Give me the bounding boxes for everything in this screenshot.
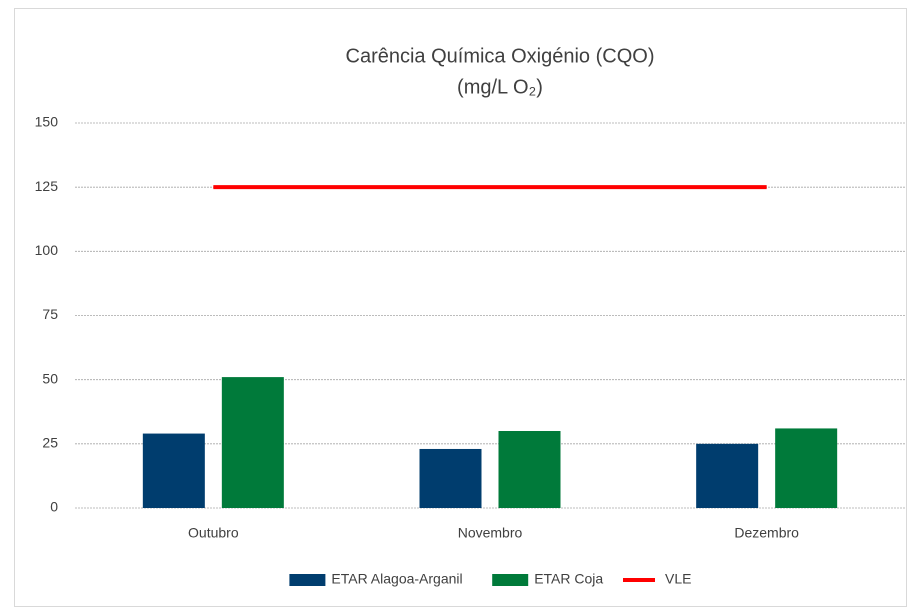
bar bbox=[498, 431, 561, 508]
y-tick-label: 100 bbox=[35, 242, 59, 258]
legend-swatch bbox=[492, 574, 529, 586]
legend-label: ETAR Alagoa-Arganil bbox=[331, 571, 462, 587]
x-tick-label: Outubro bbox=[188, 525, 239, 541]
bar bbox=[696, 443, 759, 508]
x-tick-label: Novembro bbox=[458, 525, 523, 541]
legend-label: ETAR Coja bbox=[534, 571, 603, 587]
bar bbox=[142, 433, 205, 508]
y-tick-label: 0 bbox=[50, 499, 58, 515]
legend-label: VLE bbox=[665, 571, 691, 587]
y-tick-label: 150 bbox=[35, 114, 59, 130]
y-tick-label: 75 bbox=[42, 306, 58, 322]
y-tick-label: 125 bbox=[35, 178, 59, 194]
y-tick-label: 50 bbox=[42, 370, 58, 386]
bar bbox=[775, 428, 838, 508]
chart-subtitle: (mg/L O₂) bbox=[457, 76, 543, 98]
legend-swatch bbox=[289, 574, 326, 586]
bar bbox=[419, 448, 482, 508]
bar bbox=[221, 377, 284, 508]
y-tick-label: 25 bbox=[42, 435, 58, 451]
x-tick-label: Dezembro bbox=[734, 525, 799, 541]
chart-title: Carência Química Oxigénio (CQO) bbox=[346, 45, 655, 67]
